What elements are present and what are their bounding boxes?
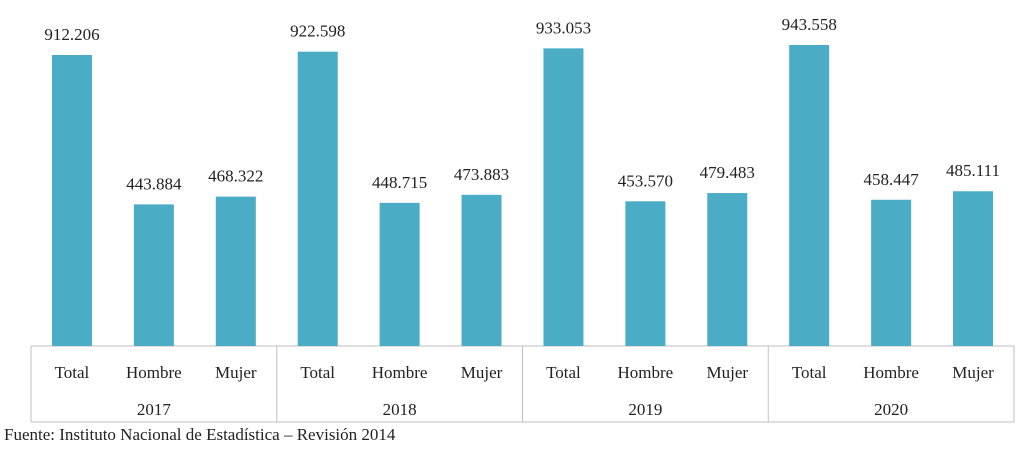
data-label: 473.883 xyxy=(454,165,509,184)
category-tick-label: Hombre xyxy=(863,363,919,382)
category-tick-label: Total xyxy=(55,363,90,382)
data-label: 933.053 xyxy=(536,18,591,37)
category-tick-label: Mujer xyxy=(952,363,994,382)
data-label: 485.111 xyxy=(946,161,1000,180)
bar-2019-hombre xyxy=(625,201,666,346)
year-group-label: 2020 xyxy=(874,400,908,419)
bar-2017-total xyxy=(51,55,92,346)
year-group-label: 2019 xyxy=(628,400,662,419)
data-label: 443.884 xyxy=(126,174,182,193)
data-label: 458.447 xyxy=(864,170,920,189)
data-label: 479.483 xyxy=(700,163,755,182)
bar-2020-hombre xyxy=(871,199,912,346)
category-tick-label: Hombre xyxy=(618,363,674,382)
data-label: 912.206 xyxy=(44,25,99,44)
year-group-label: 2018 xyxy=(383,400,417,419)
bar-2017-hombre xyxy=(133,204,174,346)
data-label: 453.570 xyxy=(618,171,673,190)
bar-2020-mujer xyxy=(953,191,994,346)
category-tick-label: Total xyxy=(546,363,581,382)
category-tick-label: Hombre xyxy=(126,363,182,382)
category-tick-label: Hombre xyxy=(372,363,428,382)
data-label: 468.322 xyxy=(208,167,263,186)
bar-2018-total xyxy=(297,51,338,347)
bar-chart: 912.206 Total 443.884 Hombre 468.322 Mujer 201… xyxy=(30,15,1015,423)
source-note: Fuente: Instituto Nacional de Estadístic… xyxy=(4,425,396,444)
bar-2019-total xyxy=(543,48,584,347)
year-group-label: 2017 xyxy=(137,400,172,419)
data-label: 448.715 xyxy=(372,173,427,192)
bar-2017-mujer xyxy=(215,196,256,346)
category-tick-label: Total xyxy=(792,363,827,382)
bar-2020-total xyxy=(789,45,830,346)
category-tick-label: Mujer xyxy=(461,363,503,382)
bar-2019-mujer xyxy=(707,193,748,346)
category-tick-label: Total xyxy=(300,363,335,382)
data-label: 922.598 xyxy=(290,22,345,41)
bar-2018-mujer xyxy=(461,194,502,346)
category-tick-label: Mujer xyxy=(215,363,257,382)
category-tick-label: Mujer xyxy=(707,363,749,382)
data-label: 943.558 xyxy=(782,15,837,34)
bar-2018-hombre xyxy=(379,202,420,346)
